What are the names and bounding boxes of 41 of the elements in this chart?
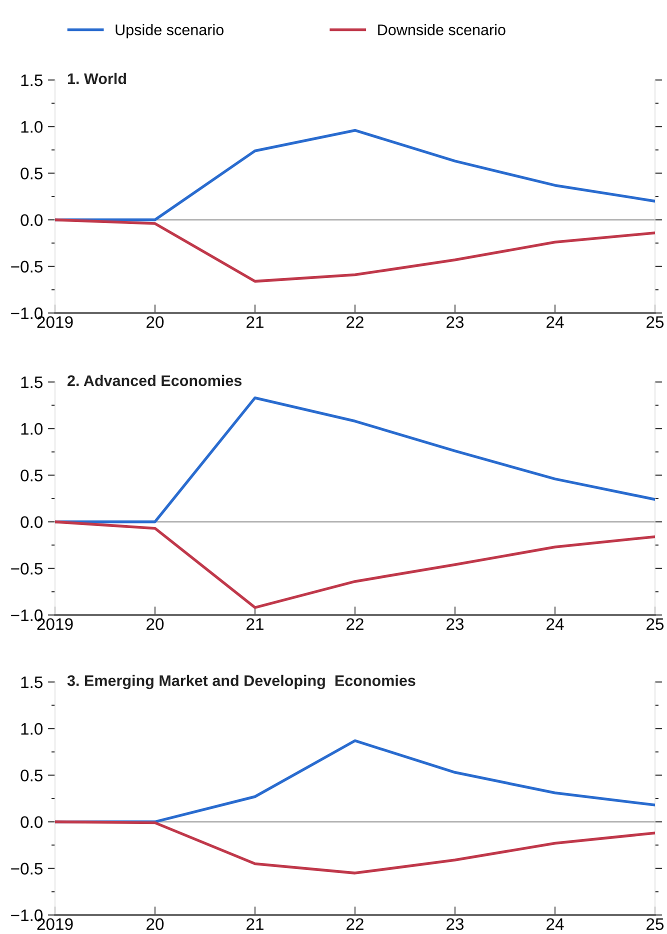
x-tick-label: 25	[646, 618, 664, 630]
x-tick-label: 24	[546, 918, 564, 930]
y-tick-label: −0.5	[11, 562, 42, 575]
line-series	[55, 820, 655, 874]
x-tick-label: 20	[146, 918, 164, 930]
legend-label: Downside scenario	[378, 24, 506, 36]
chart-title: 2. Advanced Economies	[68, 374, 242, 386]
y-tick-label: 1.0	[21, 423, 43, 435]
y-tick-label: 0.0	[20, 816, 43, 828]
x-tick-label: 22	[346, 618, 364, 630]
x-tick-label: 23	[446, 918, 464, 930]
x-tick-label: 21	[246, 918, 264, 930]
x-tick-label: 22	[346, 316, 364, 328]
x-tick-label: 20	[146, 618, 164, 630]
x-tick-label: 20	[146, 316, 164, 328]
x-tick-label: 21	[246, 316, 264, 328]
y-tick-label: −0.5	[11, 862, 42, 875]
x-tick-label: 23	[446, 618, 464, 630]
x-tick-label: 24	[546, 316, 564, 328]
chart-title: 3. Emerging Market and Developing Economies	[67, 674, 416, 690]
y-tick-label: 0.0	[20, 214, 43, 226]
y-tick-label: 0.0	[20, 516, 43, 528]
x-tick-label: 21	[246, 618, 264, 630]
x-tick-label: 23	[446, 316, 464, 328]
y-tick-label: 0.5	[20, 770, 42, 782]
chart-title: 1. World	[68, 72, 126, 84]
x-tick-label: 22	[346, 918, 364, 930]
y-tick-label: 1.0	[21, 723, 43, 735]
y-tick-label: 1.5	[21, 676, 42, 688]
x-tick-label: 24	[546, 618, 564, 630]
legend-label: Upside scenario	[116, 24, 224, 38]
y-tick-label: 1.5	[21, 376, 42, 388]
x-tick-label: 25	[646, 918, 664, 930]
y-tick-label: 1.5	[21, 74, 42, 86]
y-tick-label: 1.0	[21, 121, 43, 133]
line-series	[55, 520, 655, 609]
line-series	[55, 218, 655, 283]
y-tick-label: 0.5	[20, 470, 42, 482]
y-tick-label: −0.5	[11, 260, 42, 273]
y-tick-label: 0.5	[20, 168, 42, 180]
x-tick-label: 25	[646, 316, 664, 328]
